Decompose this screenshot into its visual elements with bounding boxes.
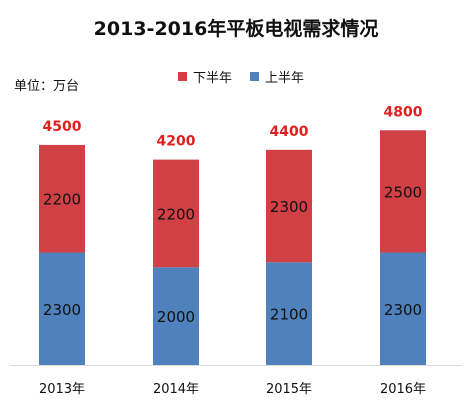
legend-label-first-half: 上半年 — [265, 71, 305, 86]
data-label-first-half-4: 2300 — [384, 301, 422, 319]
legend-item-second-half: 下半年 — [178, 67, 232, 86]
total-label-3: 4400 — [270, 124, 309, 140]
bar-second-half-3 — [266, 149, 312, 263]
total-label-4: 4800 — [384, 104, 423, 120]
legend-swatch-second-half — [178, 72, 187, 81]
bar-first-half-4 — [380, 252, 426, 365]
data-label-second-half-4: 2500 — [384, 183, 422, 201]
legend-item-first-half: 上半年 — [250, 67, 304, 86]
chart-title: 2013-2016年平板电视需求情况 — [93, 18, 379, 40]
x-tick-label-4: 2016年 — [380, 382, 426, 397]
total-label-2: 4200 — [157, 134, 196, 150]
x-tick-label-1: 2013年 — [39, 382, 85, 397]
x-tick-label-3: 2015年 — [266, 382, 312, 397]
data-label-second-half-2: 2200 — [157, 205, 195, 223]
chart-legend: 下半年 上半年 — [178, 67, 304, 86]
bar-second-half-2 — [153, 159, 199, 268]
data-label-first-half-2: 2000 — [157, 308, 195, 326]
data-label-second-half-1: 2200 — [43, 191, 81, 209]
legend-swatch-first-half — [250, 72, 260, 81]
data-label-second-half-3: 2300 — [270, 198, 308, 216]
data-label-first-half-1: 2300 — [43, 301, 81, 319]
bar-first-half-3 — [266, 262, 312, 365]
total-label-1: 4500 — [43, 119, 82, 135]
bar-second-half-4 — [380, 130, 426, 253]
unit-label: 单位：万台 — [14, 79, 80, 94]
data-label-first-half-3: 2100 — [270, 306, 308, 324]
x-tick-label-2: 2014年 — [153, 382, 199, 397]
bar-second-half-1 — [39, 144, 85, 253]
bar-first-half-1 — [39, 252, 85, 365]
legend-label-second-half: 下半年 — [193, 71, 233, 86]
bar-first-half-2 — [153, 267, 199, 365]
